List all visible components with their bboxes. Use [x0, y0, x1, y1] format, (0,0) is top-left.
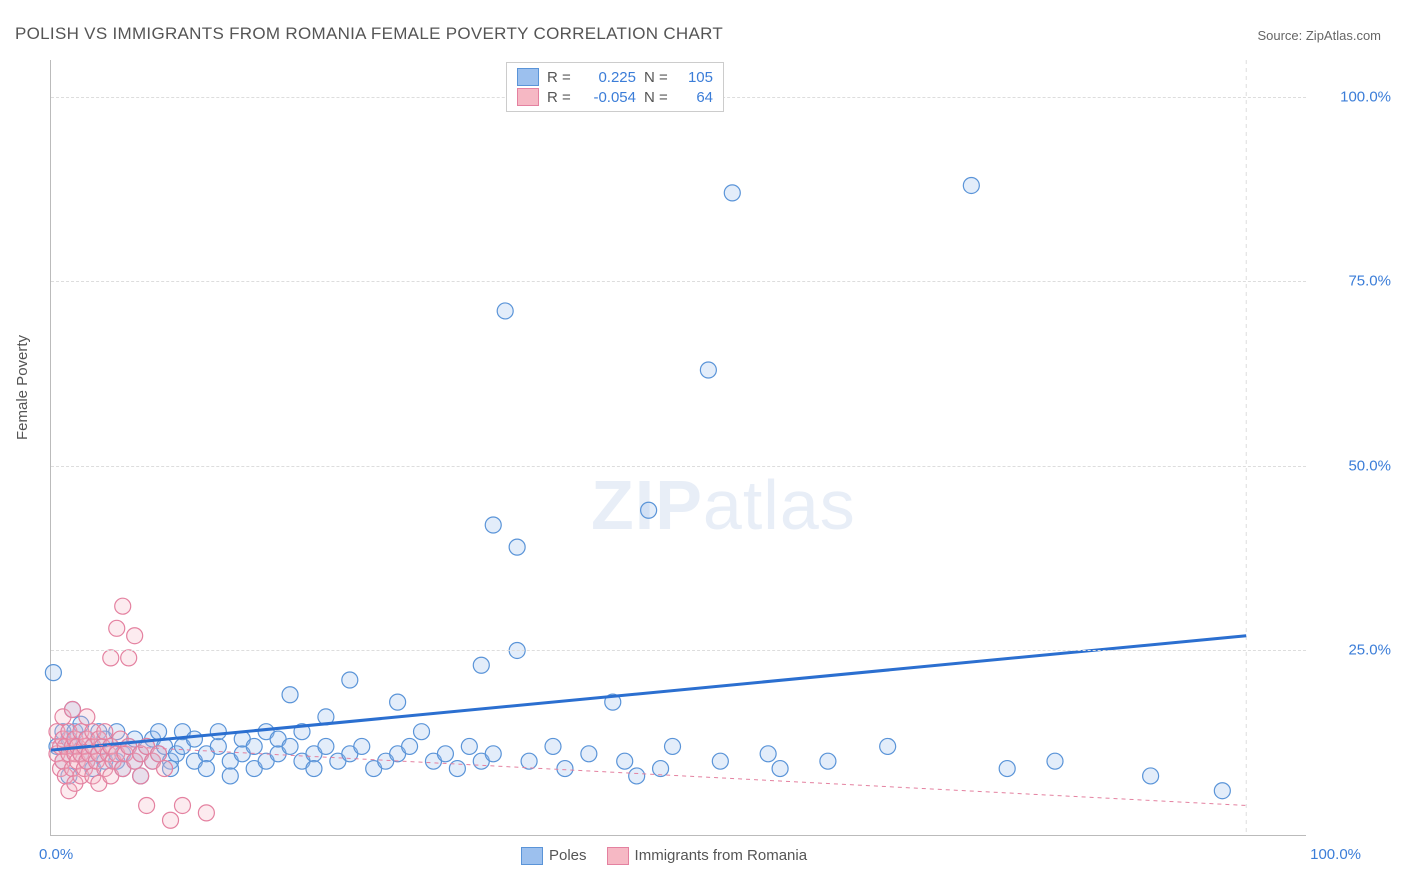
data-point: [210, 738, 226, 754]
data-point: [198, 761, 214, 777]
data-point: [414, 724, 430, 740]
data-point: [115, 598, 131, 614]
data-point: [390, 694, 406, 710]
data-point: [437, 746, 453, 762]
data-point: [1047, 753, 1063, 769]
legend-label: Poles: [549, 847, 587, 864]
data-point: [665, 738, 681, 754]
legend-label: Immigrants from Romania: [635, 847, 808, 864]
data-point: [139, 797, 155, 813]
y-tick-label: 25.0%: [1321, 642, 1391, 659]
data-point: [186, 731, 202, 747]
data-point: [653, 761, 669, 777]
data-point: [712, 753, 728, 769]
trend-line: [51, 636, 1246, 750]
stats-row: R = -0.054 N = 64: [517, 87, 713, 107]
x-tick-label: 0.0%: [39, 846, 73, 863]
data-point: [45, 665, 61, 681]
data-point: [151, 724, 167, 740]
data-point: [557, 761, 573, 777]
source-label: Source: ZipAtlas.com: [1257, 28, 1381, 43]
data-point: [999, 761, 1015, 777]
data-point: [521, 753, 537, 769]
series-legend: Poles Immigrants from Romania: [521, 847, 807, 865]
data-point: [157, 761, 173, 777]
data-point: [65, 702, 81, 718]
data-point: [485, 517, 501, 533]
y-tick-label: 75.0%: [1321, 273, 1391, 290]
data-point: [449, 761, 465, 777]
data-point: [246, 738, 262, 754]
data-point: [354, 738, 370, 754]
legend-item-romania: Immigrants from Romania: [607, 847, 808, 865]
data-point: [700, 362, 716, 378]
data-point: [724, 185, 740, 201]
legend-swatch-romania: [607, 847, 629, 865]
data-point: [342, 672, 358, 688]
data-point: [163, 812, 179, 828]
n-label: N =: [644, 69, 670, 86]
data-point: [198, 805, 214, 821]
x-tick-label: 100.0%: [1310, 846, 1361, 863]
data-point: [402, 738, 418, 754]
r-label: R =: [547, 89, 573, 106]
data-point: [79, 709, 95, 725]
data-point: [97, 724, 113, 740]
y-tick-label: 50.0%: [1321, 457, 1391, 474]
legend-swatch-poles: [521, 847, 543, 865]
y-tick-label: 100.0%: [1321, 88, 1391, 105]
plot-area: ZIPatlas R = 0.225 N = 105 R = -0.054 N …: [50, 60, 1306, 836]
data-point: [1143, 768, 1159, 784]
stats-swatch-romania: [517, 88, 539, 106]
data-point: [282, 738, 298, 754]
data-point: [509, 539, 525, 555]
data-point: [629, 768, 645, 784]
data-point: [318, 738, 334, 754]
correlation-stats-box: R = 0.225 N = 105 R = -0.054 N = 64: [506, 62, 724, 112]
data-point: [641, 502, 657, 518]
stats-swatch-poles: [517, 68, 539, 86]
data-point: [545, 738, 561, 754]
data-point: [1214, 783, 1230, 799]
data-point: [880, 738, 896, 754]
stats-row: R = 0.225 N = 105: [517, 67, 713, 87]
gridline: [51, 650, 1306, 651]
data-point: [121, 650, 137, 666]
data-point: [473, 657, 489, 673]
n-value: 64: [678, 89, 713, 106]
data-point: [210, 724, 226, 740]
data-point: [174, 797, 190, 813]
data-point: [963, 177, 979, 193]
gridline: [51, 281, 1306, 282]
gridline: [51, 466, 1306, 467]
data-point: [133, 768, 149, 784]
chart-container: POLISH VS IMMIGRANTS FROM ROMANIA FEMALE…: [0, 0, 1406, 892]
data-point: [617, 753, 633, 769]
data-point: [127, 628, 143, 644]
y-axis-label: Female Poverty: [14, 335, 31, 440]
data-point: [306, 761, 322, 777]
data-point: [485, 746, 501, 762]
data-point: [820, 753, 836, 769]
n-value: 105: [678, 69, 713, 86]
n-label: N =: [644, 89, 670, 106]
data-point: [760, 746, 776, 762]
data-point: [581, 746, 597, 762]
r-label: R =: [547, 69, 573, 86]
data-point: [222, 768, 238, 784]
plot-svg: [51, 60, 1306, 835]
data-point: [103, 650, 119, 666]
r-value: 0.225: [581, 69, 636, 86]
data-point: [461, 738, 477, 754]
legend-item-poles: Poles: [521, 847, 587, 865]
r-value: -0.054: [581, 89, 636, 106]
data-point: [772, 761, 788, 777]
data-point: [109, 620, 125, 636]
chart-title: POLISH VS IMMIGRANTS FROM ROMANIA FEMALE…: [15, 24, 723, 44]
data-point: [497, 303, 513, 319]
data-point: [282, 687, 298, 703]
